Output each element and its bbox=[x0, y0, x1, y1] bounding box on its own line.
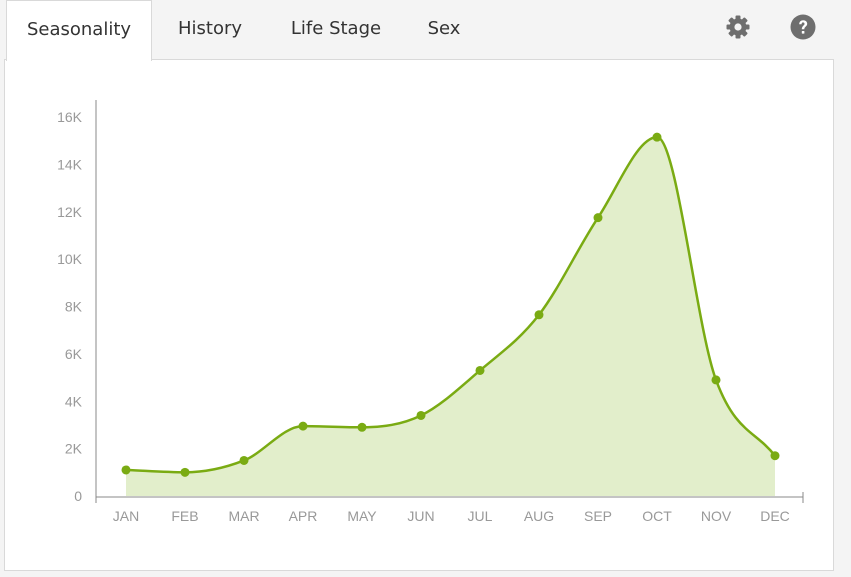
x-tick-label: JUL bbox=[468, 508, 493, 524]
y-tick-label: 2K bbox=[65, 441, 83, 457]
data-point bbox=[357, 422, 367, 432]
tab-life-stage[interactable]: Life Stage bbox=[290, 18, 382, 39]
y-tick-label: 6K bbox=[65, 346, 83, 362]
data-point bbox=[180, 467, 190, 477]
x-tick-label: JUN bbox=[407, 508, 434, 524]
y-tick-label: 0 bbox=[74, 488, 82, 504]
series-line bbox=[125, 135, 776, 474]
y-tick-label: 14K bbox=[57, 156, 83, 172]
x-tick-label: APR bbox=[289, 508, 318, 524]
data-point bbox=[593, 213, 603, 223]
area-fill bbox=[126, 137, 775, 496]
data-point bbox=[239, 455, 249, 465]
x-tick-label: JAN bbox=[113, 508, 139, 524]
tab-seasonality[interactable]: Seasonality bbox=[6, 0, 152, 61]
data-point bbox=[121, 465, 131, 475]
y-tick-label: 10K bbox=[57, 251, 83, 267]
data-point bbox=[711, 375, 721, 385]
y-tick-label: 4K bbox=[65, 393, 83, 409]
data-point bbox=[416, 410, 426, 420]
x-tick-label: NOV bbox=[701, 508, 732, 524]
x-tick-label: FEB bbox=[171, 508, 198, 524]
chart-panel: 0 2K 4K 6K 8K 10K 12K 14K 16K JAN FEB MAR APR MAY JUN J… bbox=[4, 59, 834, 571]
data-point bbox=[298, 421, 308, 431]
x-tick-label: OCT bbox=[642, 508, 672, 524]
data-point bbox=[475, 365, 485, 375]
x-tick-label: MAY bbox=[347, 508, 377, 524]
x-tick-label: AUG bbox=[524, 508, 554, 524]
data-point bbox=[770, 451, 780, 461]
gear-icon[interactable] bbox=[725, 14, 751, 40]
data-point bbox=[652, 132, 662, 142]
x-tick-label: MAR bbox=[228, 508, 259, 524]
data-point bbox=[534, 310, 544, 320]
tab-bar: Seasonality History Life Stage Sex bbox=[0, 0, 851, 61]
x-tick-label: SEP bbox=[584, 508, 612, 524]
x-tick-label: DEC bbox=[760, 508, 790, 524]
seasonality-chart: 0 2K 4K 6K 8K 10K 12K 14K 16K JAN FEB MAR APR MAY JUN J… bbox=[57, 100, 804, 524]
y-tick-label: 16K bbox=[57, 109, 83, 125]
question-circle-icon[interactable] bbox=[790, 14, 816, 40]
y-tick-label: 8K bbox=[65, 299, 83, 315]
tab-sex[interactable]: Sex bbox=[427, 18, 461, 39]
y-tick-label: 12K bbox=[57, 204, 83, 220]
tab-history[interactable]: History bbox=[177, 18, 243, 39]
